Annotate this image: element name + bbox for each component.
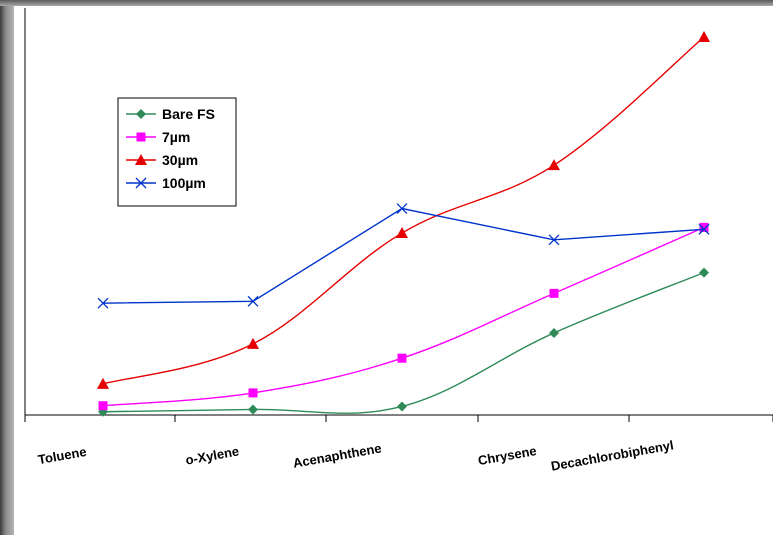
data-point [98,401,108,411]
x-tick-label: Decachlorobiphenyl [550,437,675,473]
window-frame-left [0,0,14,535]
legend-label: 30µm [162,152,198,168]
legend-entry: Bare FS [126,106,215,122]
legend-entry: 7µm [126,129,190,145]
series-Bare FS [98,267,709,417]
series-7µm [98,222,709,411]
legend-label: 7µm [162,129,190,145]
data-point [698,31,710,42]
series-30µm [97,31,710,389]
series-100µm [97,203,710,309]
chart-axes [24,8,773,422]
legend-entry: 30µm [126,152,198,168]
series-line [102,271,705,414]
data-point [248,388,258,398]
x-tick-label: Chrysene [477,443,538,468]
legend-marker [136,109,146,119]
legend-label: Bare FS [162,106,215,122]
data-point [97,297,109,309]
x-tick-label: Acenaphthene [292,440,383,470]
data-point [397,401,407,412]
chart-tick-labels: Toluene o-Xylene Acenaphthene Chrysene Decac… [37,437,675,473]
data-point [548,159,560,171]
data-point [247,337,259,349]
data-point [397,353,407,363]
legend-marker [135,177,147,189]
data-point [699,267,709,278]
chart-series [97,31,710,417]
data-point [549,327,559,338]
data-point [698,223,710,235]
x-tick-label: o-Xylene [184,443,240,467]
data-point [247,295,259,307]
chart-legend: Bare FS 7µm 30µm 100µm [117,97,237,207]
window-frame-top [0,0,773,6]
data-point [699,222,709,232]
data-point [396,227,408,239]
legend-box [117,97,237,207]
series-line [102,207,705,304]
data-point [248,404,258,415]
legend-entry: 100µm [126,175,206,191]
legend-label: 100µm [162,175,206,191]
x-tick-label: Toluene [37,444,88,467]
data-point [549,288,559,298]
series-line [102,226,705,407]
legend-marker [135,154,147,165]
data-point [97,377,109,389]
data-point [396,203,408,214]
data-point [548,234,560,246]
legend-marker [136,132,146,142]
